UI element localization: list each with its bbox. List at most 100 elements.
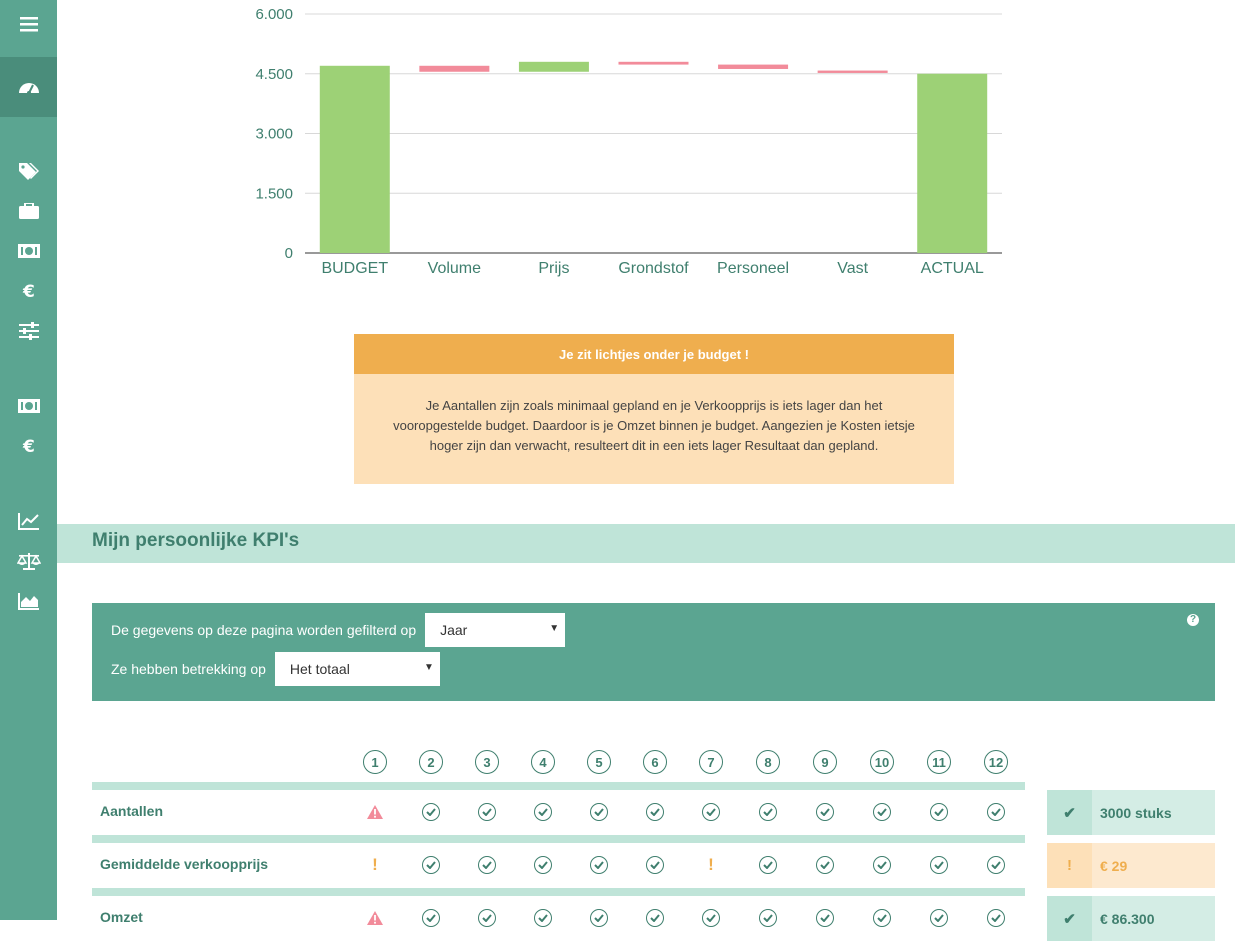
summary-value: € 86.300 bbox=[1092, 896, 1215, 941]
check-circle-icon bbox=[814, 907, 836, 929]
check-circle-icon bbox=[588, 907, 610, 929]
check-circle-icon bbox=[420, 801, 442, 823]
row-summary: ✔ 3000 stuks bbox=[1047, 790, 1215, 835]
x-tick-label: Vast bbox=[837, 260, 868, 277]
exclamation-icon: ! bbox=[708, 855, 714, 874]
summary-value: € 29 bbox=[1092, 843, 1215, 888]
check-circle-icon bbox=[757, 854, 779, 876]
cash-icon[interactable] bbox=[0, 386, 57, 426]
svg-text:€: € bbox=[22, 282, 35, 300]
scope-select-value: Het totaal bbox=[289, 661, 350, 677]
check-circle-icon bbox=[588, 801, 610, 823]
check-circle-icon bbox=[588, 854, 610, 876]
y-tick-label: 1.500 bbox=[255, 185, 293, 202]
sliders-icon[interactable] bbox=[0, 311, 57, 351]
check-icon: ✔ bbox=[1047, 896, 1092, 941]
month-3: 3 bbox=[475, 750, 499, 774]
bar-grondstof bbox=[618, 61, 689, 65]
check-circle-icon bbox=[985, 854, 1007, 876]
check-circle-icon bbox=[532, 854, 554, 876]
help-icon[interactable]: ? bbox=[1187, 614, 1199, 626]
month-5: 5 bbox=[587, 750, 611, 774]
chevron-down-icon: ▼ bbox=[423, 662, 434, 673]
check-circle-icon bbox=[871, 907, 893, 929]
bar-prijs bbox=[518, 61, 589, 72]
month-1: 1 bbox=[363, 750, 387, 774]
check-circle-icon bbox=[644, 801, 666, 823]
filter-period-label: De gegevens op deze pagina worden gefilt… bbox=[111, 622, 417, 638]
check-circle-icon bbox=[532, 801, 554, 823]
alert-title: Je zit lichtjes onder je budget ! bbox=[354, 334, 954, 374]
warning-triangle-icon bbox=[364, 907, 386, 929]
dashboard-icon[interactable] bbox=[0, 57, 57, 117]
check-circle-icon bbox=[476, 907, 498, 929]
exclamation-icon: ! bbox=[1047, 843, 1092, 888]
month-10: 10 bbox=[870, 750, 894, 774]
bar-personeel bbox=[718, 64, 789, 69]
filter-scope-label: Ze hebben betrekking op bbox=[111, 661, 266, 677]
check-circle-icon bbox=[476, 854, 498, 876]
line-chart-icon[interactable] bbox=[0, 501, 57, 541]
row-label: Omzet bbox=[100, 909, 143, 925]
sidebar: € € bbox=[0, 0, 57, 920]
month-6: 6 bbox=[643, 750, 667, 774]
row-separator bbox=[92, 835, 1025, 843]
kpi-title: Mijn persoonlijke KPI's bbox=[92, 530, 300, 551]
check-circle-icon bbox=[814, 801, 836, 823]
chevron-down-icon: ▼ bbox=[549, 623, 560, 634]
check-circle-icon bbox=[420, 854, 442, 876]
x-tick-label: Volume bbox=[428, 260, 481, 277]
row-label: Gemiddelde verkoopprijs bbox=[100, 856, 269, 872]
tags-icon[interactable] bbox=[0, 151, 57, 191]
balance-scale-icon[interactable] bbox=[0, 541, 57, 581]
exclamation-icon: ! bbox=[372, 855, 378, 874]
warning-triangle-icon bbox=[364, 801, 386, 823]
check-circle-icon bbox=[757, 801, 779, 823]
x-tick-label: Personeel bbox=[717, 260, 789, 277]
month-8: 8 bbox=[756, 750, 780, 774]
period-select-value: Jaar bbox=[440, 622, 468, 638]
month-12: 12 bbox=[984, 750, 1008, 774]
y-tick-label: 0 bbox=[285, 245, 293, 262]
check-circle-icon bbox=[985, 801, 1007, 823]
scope-select[interactable]: Het totaal ▼ bbox=[274, 652, 440, 686]
svg-text:€: € bbox=[22, 437, 35, 455]
row-summary: ✔ € 86.300 bbox=[1047, 896, 1215, 941]
check-circle-icon bbox=[700, 801, 722, 823]
check-circle-icon bbox=[644, 907, 666, 929]
month-2: 2 bbox=[419, 750, 443, 774]
row-separator bbox=[92, 888, 1025, 896]
period-select[interactable]: Jaar ▼ bbox=[425, 613, 566, 647]
check-icon: ✔ bbox=[1047, 790, 1092, 835]
month-4: 4 bbox=[531, 750, 555, 774]
check-circle-icon bbox=[476, 801, 498, 823]
check-circle-icon bbox=[700, 907, 722, 929]
briefcase-icon[interactable] bbox=[0, 191, 57, 231]
waterfall-chart: 0 1.500 3.000 4.500 6.000 BUDGET Volume Prijs Gr… bbox=[255, 6, 1002, 277]
bar-budget bbox=[319, 65, 390, 254]
check-circle-icon bbox=[532, 907, 554, 929]
bar-vast bbox=[817, 70, 888, 73]
check-circle-icon bbox=[814, 854, 836, 876]
kpi-section-header: Mijn persoonlijke KPI's bbox=[57, 524, 1235, 563]
check-circle-icon bbox=[644, 854, 666, 876]
x-tick-label: Prijs bbox=[538, 260, 569, 277]
row-summary: ! € 29 bbox=[1047, 843, 1215, 888]
euro-icon[interactable]: € bbox=[0, 426, 57, 466]
check-circle-icon bbox=[871, 854, 893, 876]
check-circle-icon bbox=[985, 907, 1007, 929]
menu-icon[interactable] bbox=[0, 4, 57, 44]
row-separator bbox=[92, 782, 1025, 790]
month-7: 7 bbox=[699, 750, 723, 774]
filter-panel: De gegevens op deze pagina worden gefilt… bbox=[92, 603, 1215, 701]
check-circle-icon bbox=[928, 801, 950, 823]
y-tick-label: 6.000 bbox=[255, 6, 293, 23]
cash-icon[interactable] bbox=[0, 231, 57, 271]
month-11: 11 bbox=[927, 750, 951, 774]
area-chart-icon[interactable] bbox=[0, 581, 57, 621]
summary-value: 3000 stuks bbox=[1092, 790, 1215, 835]
euro-icon[interactable]: € bbox=[0, 271, 57, 311]
check-circle-icon bbox=[928, 907, 950, 929]
check-circle-icon bbox=[757, 907, 779, 929]
budget-alert: Je zit lichtjes onder je budget ! Je Aan… bbox=[354, 334, 954, 484]
